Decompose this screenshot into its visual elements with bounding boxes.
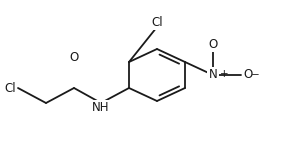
Text: −: − bbox=[251, 70, 260, 80]
Text: O: O bbox=[69, 51, 78, 64]
Text: O: O bbox=[243, 69, 252, 82]
Text: NH: NH bbox=[92, 101, 110, 114]
Text: O: O bbox=[208, 38, 218, 51]
Text: Cl: Cl bbox=[4, 82, 16, 94]
Text: +: + bbox=[220, 69, 229, 79]
Text: Cl: Cl bbox=[151, 16, 163, 29]
Text: N: N bbox=[209, 69, 217, 82]
